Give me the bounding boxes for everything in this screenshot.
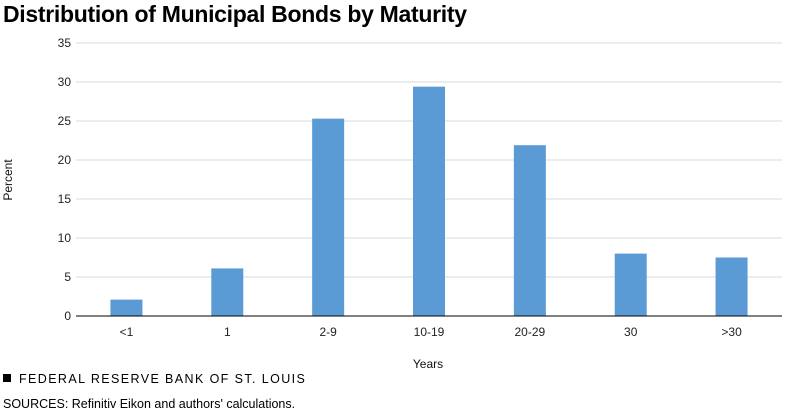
chart-title: Distribution of Municipal Bonds by Matur… xyxy=(3,1,467,27)
square-icon xyxy=(3,374,11,382)
x-tick-label: 1 xyxy=(224,325,231,339)
bar-4 xyxy=(513,145,546,316)
y-tick-label: 20 xyxy=(58,153,72,167)
y-axis-label: Percent xyxy=(1,159,15,201)
x-tick-label: 2-9 xyxy=(319,325,337,339)
x-tick-label: 10-19 xyxy=(414,325,445,339)
y-tick-label: 30 xyxy=(58,75,72,89)
bars xyxy=(110,86,748,317)
x-tick-label: 20-29 xyxy=(515,325,546,339)
bar-0 xyxy=(110,299,143,316)
y-tick-label: 35 xyxy=(58,36,72,50)
x-tick-label: 30 xyxy=(624,325,638,339)
bar-5 xyxy=(614,253,647,316)
y-tick-label: 10 xyxy=(58,231,72,245)
y-tick-label: 0 xyxy=(64,309,71,323)
bar-6 xyxy=(715,257,748,316)
bar-1 xyxy=(211,268,244,316)
organization-label: FEDERAL RESERVE BANK OF ST. LOUIS xyxy=(19,372,307,386)
bar-3 xyxy=(413,86,445,317)
bar-2 xyxy=(312,118,345,316)
y-tick-label: 25 xyxy=(58,114,72,128)
x-tick-label: <1 xyxy=(120,325,134,339)
footer-sources: SOURCES: Refinitiv Eikon and authors' ca… xyxy=(3,397,296,411)
x-tick-label: >30 xyxy=(721,325,742,339)
footer-organization: FEDERAL RESERVE BANK OF ST. LOUIS xyxy=(3,372,306,386)
y-tick-label: 5 xyxy=(64,270,71,284)
x-tick-labels: <1 1 2-9 10-19 20-29 30 >30 xyxy=(120,325,742,339)
x-axis-label: Years xyxy=(413,357,443,370)
y-tick-labels: 0 5 10 15 20 25 30 35 xyxy=(58,36,72,323)
bar-chart: 0 5 10 15 20 25 30 35 <1 1 2-9 10-19 20-29 30 >30 Per… xyxy=(1,36,782,370)
y-tick-label: 15 xyxy=(58,192,72,206)
